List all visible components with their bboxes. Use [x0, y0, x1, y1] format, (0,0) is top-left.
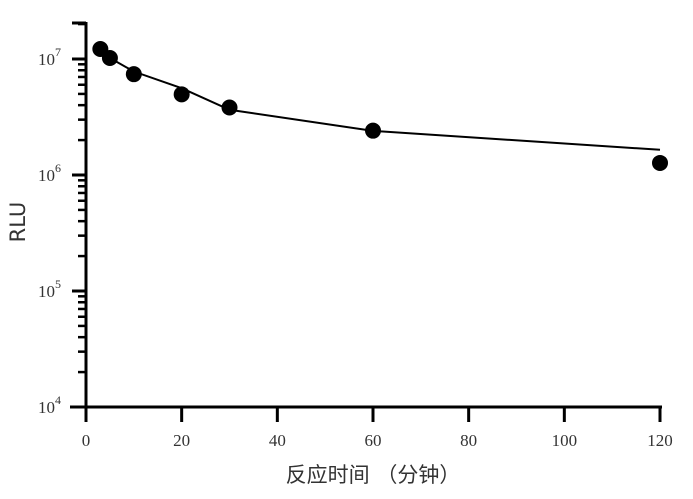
data-point: [652, 154, 668, 171]
x-tick-label: 120: [647, 431, 673, 450]
x-tick-label: 40: [269, 431, 286, 450]
data-point: [125, 66, 142, 83]
data-point: [101, 50, 118, 67]
x-tick-label: 60: [365, 431, 382, 450]
y-tick-label: 104: [38, 393, 61, 417]
x-tick-label: 80: [460, 431, 477, 450]
y-axis-title: RLU: [6, 202, 30, 243]
x-tick-label: 20: [173, 431, 190, 450]
y-tick-label: 106: [38, 161, 61, 185]
y-axis-major-ticks: 104 105 106 107: [38, 45, 86, 417]
data-point: [365, 122, 381, 139]
connecting-line: [109, 57, 661, 151]
x-tick-label: 100: [552, 431, 578, 450]
fit-line: [109, 57, 661, 151]
x-axis-title: 反应时间 （分钟）: [286, 463, 461, 487]
data-point: [221, 99, 238, 116]
y-tick-label: 107: [38, 45, 61, 69]
data-points: [92, 40, 668, 171]
data-point: [173, 86, 190, 103]
x-axis-ticks: 0 20 40 60 80 100 120: [82, 407, 673, 450]
y-tick-label: 105: [38, 277, 61, 301]
x-tick-label: 0: [82, 431, 91, 450]
